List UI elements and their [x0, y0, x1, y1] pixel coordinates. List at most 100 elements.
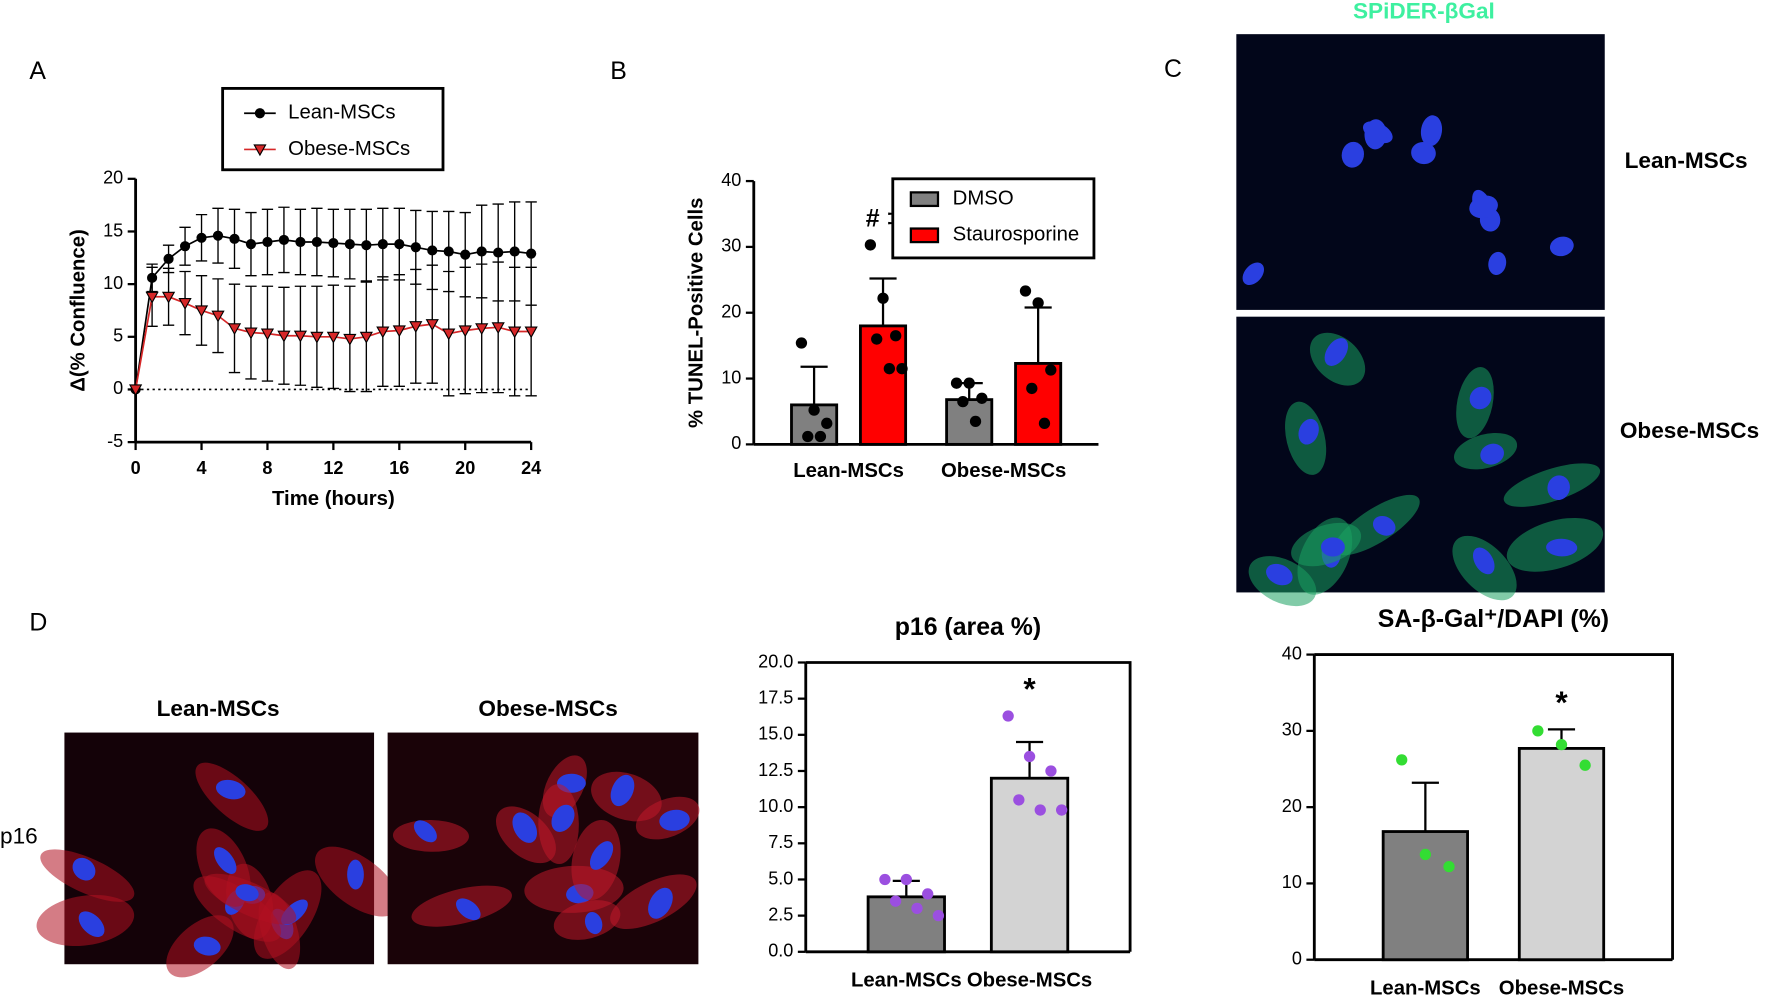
point — [526, 248, 537, 259]
data-point — [1038, 417, 1051, 429]
point — [392, 325, 406, 338]
nucleus — [584, 911, 603, 935]
point — [178, 298, 192, 310]
point — [509, 246, 520, 257]
nucleus — [648, 887, 673, 919]
legend-label: Lean-MSCs — [288, 102, 395, 124]
point — [311, 236, 322, 248]
nucleus — [455, 898, 481, 921]
point — [145, 291, 159, 304]
data-point — [896, 363, 908, 375]
annotation: * — [1555, 684, 1568, 720]
image-title: SPiDER-βGal — [1353, 0, 1495, 24]
point — [163, 253, 174, 264]
point — [508, 326, 522, 339]
x-tick-label: Lean-MSCs — [851, 970, 962, 992]
point — [245, 239, 257, 250]
nucleus — [214, 847, 237, 874]
y-tick-label: 0 — [113, 378, 123, 398]
data-point — [1032, 297, 1044, 309]
bar — [859, 324, 908, 446]
data-point — [957, 395, 969, 408]
data-point — [1045, 765, 1057, 777]
y-tick-label: 30 — [1282, 720, 1302, 740]
point — [410, 242, 421, 253]
data-point — [1579, 759, 1591, 771]
legend-swatch — [909, 227, 940, 244]
nucleus — [1469, 195, 1498, 219]
column-label: Lean-MSCs — [157, 696, 280, 721]
nucleus — [1549, 236, 1574, 257]
data-point — [808, 404, 820, 416]
y-axis-label: Δ(% Confluence) — [67, 229, 89, 392]
point — [295, 236, 306, 248]
point — [425, 319, 439, 331]
nucleus — [1547, 475, 1570, 500]
y-tick-label: 0 — [1292, 948, 1302, 968]
nucleus — [1372, 515, 1396, 536]
y-tick-label: 30 — [721, 236, 741, 256]
y-tick-label: 5.0 — [768, 868, 793, 888]
point — [376, 326, 390, 339]
annotation: * — [1023, 671, 1036, 707]
nucleus — [1320, 537, 1345, 557]
data-point — [1419, 848, 1432, 861]
nucleus — [551, 804, 575, 832]
y-tick-label: 0 — [731, 433, 741, 453]
point — [491, 322, 505, 335]
bar — [866, 895, 946, 954]
point — [161, 291, 176, 304]
bar — [989, 776, 1070, 954]
x-tick-label: Obese-MSCs — [967, 970, 1092, 992]
point — [475, 323, 489, 336]
y-tick-label: 10 — [721, 367, 741, 387]
nucleus — [610, 774, 635, 807]
y-tick-label: 15 — [103, 220, 123, 240]
y-tick-label: 7.5 — [768, 832, 793, 852]
data-point — [963, 377, 975, 389]
point — [361, 240, 372, 251]
data-point — [795, 337, 808, 349]
point — [262, 236, 273, 248]
nucleus — [589, 841, 614, 870]
nucleus — [347, 859, 364, 890]
nucleus — [1298, 418, 1319, 445]
panel-label: A — [29, 57, 46, 85]
data-point — [1056, 804, 1068, 816]
bar — [945, 398, 994, 446]
nucleus — [1242, 262, 1265, 286]
data-point — [802, 430, 814, 443]
y-tick-label: 15.0 — [758, 724, 793, 744]
data-point — [1555, 738, 1568, 751]
y-tick-label: 40 — [721, 170, 741, 190]
x-tick-label: Lean-MSCs — [793, 460, 904, 482]
point — [443, 246, 454, 257]
y-tick-label: 20 — [721, 302, 741, 322]
data-point — [1026, 382, 1038, 395]
nucleus — [78, 911, 105, 938]
legend-box — [221, 86, 445, 172]
point — [409, 321, 423, 334]
data-point — [890, 330, 902, 342]
y-tick-label: 20 — [103, 168, 123, 188]
y-axis-label: % TUNEL-Positive Cells — [686, 198, 708, 428]
x-tick-label: 8 — [262, 458, 272, 478]
y-tick-label: 2.5 — [768, 904, 793, 924]
y-tick-label: -5 — [107, 431, 123, 451]
point — [524, 326, 538, 339]
x-tick-label: 16 — [389, 458, 409, 478]
chart-title: p16 (area %) — [895, 613, 1041, 641]
point — [260, 328, 275, 341]
point — [326, 331, 340, 344]
x-tick-label: Obese-MSCs — [1499, 977, 1624, 995]
row-label: Lean-MSCs — [1625, 148, 1748, 173]
point — [227, 323, 242, 336]
point — [194, 305, 209, 318]
data-point — [1045, 364, 1057, 376]
legend-label: DMSO — [953, 188, 1014, 210]
point — [344, 239, 355, 250]
data-point — [900, 873, 912, 886]
x-axis-label: Time (hours) — [272, 488, 395, 510]
